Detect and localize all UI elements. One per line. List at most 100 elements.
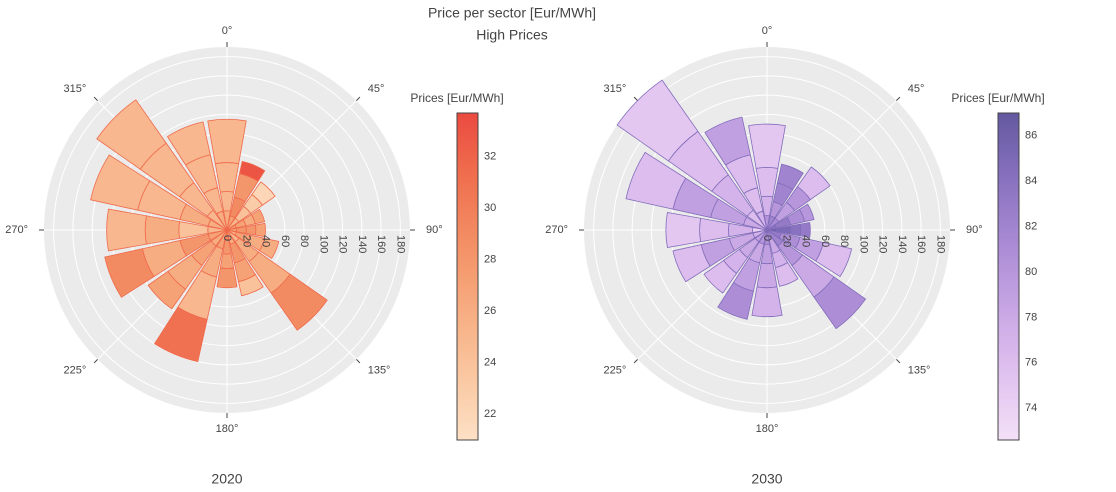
radial-tick-label: 160 — [375, 235, 387, 253]
colorbar-tick-label: 84 — [1025, 175, 1037, 187]
bar-segment — [96, 99, 167, 170]
radial-tick-label: 60 — [819, 235, 831, 247]
radial-tick-label: 40 — [260, 235, 272, 247]
colorbar-tick-label: 80 — [1025, 266, 1037, 278]
angular-tick-label: 45° — [908, 83, 925, 95]
angular-tick — [633, 359, 638, 364]
angular-tick — [633, 96, 638, 101]
radial-tick-label: 60 — [279, 235, 291, 247]
colorbar-title: Prices [Eur/MWh] — [410, 91, 503, 105]
figure-title: Price per sector [Eur/MWh] — [428, 5, 596, 21]
colorbar-title: Prices [Eur/MWh] — [951, 91, 1044, 105]
angular-tick-label: 180° — [756, 423, 779, 435]
colorbar-tick-label: 30 — [484, 202, 496, 214]
angular-tick-label: 315° — [64, 83, 87, 95]
bar-segment — [774, 261, 799, 287]
bar-segment — [104, 248, 155, 298]
angular-tick-label: 180° — [216, 423, 239, 435]
angular-tick-label: 135° — [908, 365, 931, 377]
radial-tick-label: 120 — [337, 235, 349, 253]
colorbar-tick-label: 74 — [1025, 402, 1037, 414]
bar-segment — [813, 276, 867, 330]
bar-segment — [798, 203, 815, 223]
angular-tick-label: 45° — [368, 83, 385, 95]
bar-segment — [717, 282, 754, 320]
colorbar-tick-label: 82 — [1025, 220, 1037, 232]
radial-tick-label: 0 — [761, 235, 773, 241]
bar-segment — [166, 121, 211, 166]
bar-segment — [270, 273, 328, 331]
angular-tick-label: 90° — [966, 224, 983, 236]
angular-tick — [93, 359, 98, 364]
angular-tick — [356, 359, 361, 364]
colorbar-tick-label: 24 — [484, 357, 496, 369]
angular-tick-label: 270° — [545, 224, 568, 236]
bar-segment — [704, 116, 751, 166]
bar-segment — [106, 208, 147, 252]
bar-segment — [796, 166, 831, 201]
bar-segment — [237, 274, 264, 297]
colorbar — [456, 112, 479, 441]
bar-segment — [251, 181, 276, 206]
bar-segment — [815, 242, 853, 278]
radial-tick-label: 140 — [896, 235, 908, 253]
bar-segment — [776, 163, 804, 190]
angular-tick-label: 315° — [604, 83, 627, 95]
angular-tick — [896, 359, 901, 364]
radial-tick-label: 160 — [915, 235, 927, 253]
bar-segment — [665, 211, 702, 249]
bar-segment — [751, 286, 783, 318]
bar-segment — [207, 118, 247, 165]
angular-tick-label: 270° — [5, 224, 28, 236]
bar-segment — [153, 306, 208, 363]
radial-tick-label: 20 — [780, 235, 792, 247]
radial-tick-label: 20 — [240, 235, 252, 247]
angular-tick-label: 0° — [762, 25, 773, 37]
figure-subtitle: High Prices — [476, 27, 548, 43]
subplot-title: 2020 — [211, 471, 242, 487]
colorbar-tick-label: 76 — [1025, 357, 1037, 369]
angular-tick-label: 90° — [426, 224, 443, 236]
radial-tick-label: 140 — [356, 235, 368, 253]
bar-segment — [245, 224, 257, 236]
bar-segment — [748, 123, 786, 169]
bar-segment — [672, 244, 711, 283]
bar-segment — [625, 151, 687, 210]
angular-tick — [93, 96, 98, 101]
angular-tick-label: 135° — [368, 365, 391, 377]
colorbar-tick-label: 26 — [484, 305, 496, 317]
bar-segment — [703, 259, 738, 294]
bar-segment — [799, 222, 811, 238]
colorbar-tick-label: 32 — [484, 151, 496, 163]
angular-tick-label: 0° — [222, 25, 233, 37]
colorbar-tick-label: 86 — [1025, 130, 1037, 142]
bar-segment — [254, 222, 266, 238]
radial-tick-label: 40 — [800, 235, 812, 247]
bar-segment — [616, 79, 699, 162]
colorbar — [997, 112, 1020, 441]
radial-tick-label: 0 — [221, 235, 233, 241]
angular-tick — [896, 96, 901, 101]
angular-tick-label: 225° — [604, 365, 627, 377]
bar-segment — [250, 208, 266, 225]
angular-tick-label: 225° — [64, 365, 87, 377]
bar-segment — [258, 237, 280, 260]
radial-tick-label: 120 — [877, 235, 889, 253]
angular-tick — [356, 96, 361, 101]
radial-tick-label: 180 — [394, 235, 406, 253]
radial-tick-label: 100 — [857, 235, 869, 253]
colorbar-tick-label: 28 — [484, 254, 496, 266]
bar-segment — [90, 154, 151, 211]
radial-tick-label: 80 — [838, 235, 850, 247]
subplot-title: 2030 — [751, 471, 782, 487]
colorbar-tick-label: 22 — [484, 408, 496, 420]
radial-tick-label: 100 — [317, 235, 329, 253]
colorbar-tick-label: 78 — [1025, 311, 1037, 323]
bar-segment — [219, 253, 235, 269]
bar-segment — [216, 267, 238, 289]
bar-segment — [147, 270, 187, 310]
bar-segment — [239, 160, 266, 182]
radial-tick-label: 80 — [298, 235, 310, 247]
radial-tick-label: 180 — [934, 235, 946, 253]
